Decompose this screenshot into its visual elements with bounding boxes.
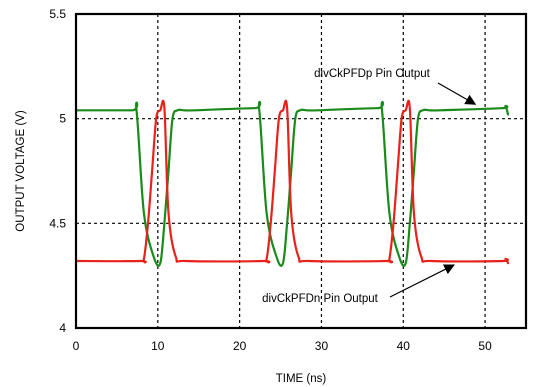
- y-tick-label-5: 5: [59, 112, 66, 126]
- grid-lines: [76, 14, 526, 328]
- annotation-divckpfdn-arrow: [389, 264, 455, 298]
- series-divckpfdp-pin-output: [76, 100, 510, 267]
- tick-labels: 0 10 20 30 40 50 4 4.5 5 5.5: [49, 7, 492, 353]
- series-divckpfdn-pin-output: [76, 99, 510, 265]
- plot-frame: [74, 12, 528, 330]
- annotation-divckpfdp-arrow: [437, 82, 477, 105]
- series-layer: [76, 99, 510, 267]
- plot-area-background: [76, 14, 526, 328]
- annotation-divckpfdp-label: divCkPFDp Pin Output: [314, 68, 430, 80]
- x-axis-label: TIME (ns): [276, 373, 327, 385]
- x-tick-label-50: 50: [478, 339, 492, 353]
- x-tick-label-30: 30: [315, 339, 329, 353]
- annotation-divckpfdn-label: divCkPFDn Pin Output: [262, 293, 378, 305]
- y-axis-label: OUTPUT VOLTAGE (V): [15, 110, 27, 232]
- x-tick-label-20: 20: [233, 339, 247, 353]
- y-tick-label-5.5: 5.5: [49, 7, 66, 21]
- annotation-layer: divCkPFDp Pin Output divCkPFDn Pin Output: [262, 68, 477, 305]
- y-tick-label-4.5: 4.5: [49, 216, 66, 230]
- x-tick-label-40: 40: [397, 339, 411, 353]
- y-tick-label-4: 4: [59, 321, 66, 335]
- x-tick-label-10: 10: [151, 339, 165, 353]
- x-tick-label-0: 0: [73, 339, 80, 353]
